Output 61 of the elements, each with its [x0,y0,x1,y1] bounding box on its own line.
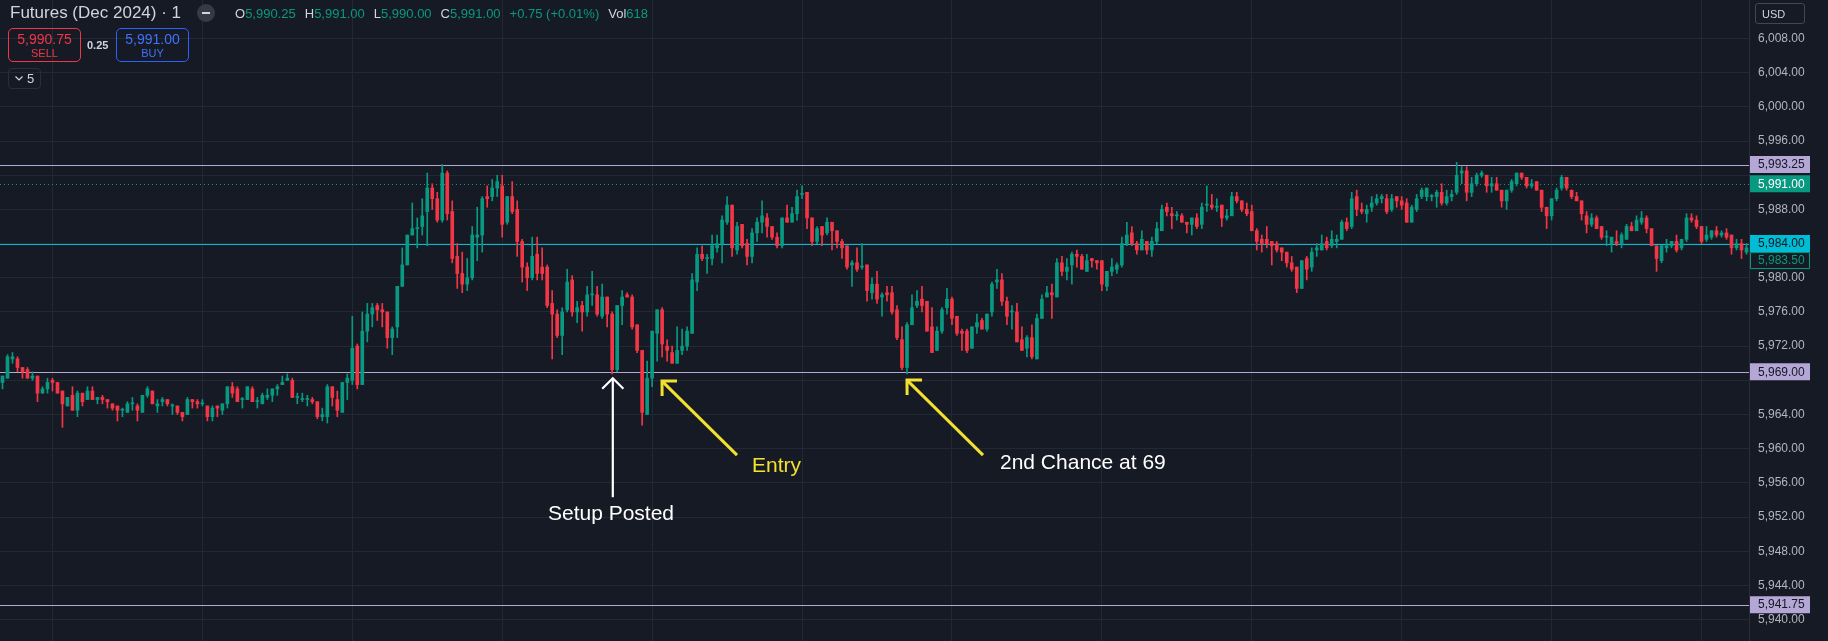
y-tick-label: 5,940.00 [1758,611,1806,626]
candlestick [1050,283,1054,319]
currency-button: USD [1755,3,1805,24]
candlestick [665,339,669,362]
annotation: 5,990.75 [17,30,72,47]
annotation: C5,991.00 [440,5,501,21]
annotation: SELL [31,46,58,60]
y-tick-label: 5,948.00 [1758,543,1806,558]
y-tick-label: 5,956.00 [1758,475,1806,490]
candlestick [1214,198,1219,212]
text: 5,983.50 [1758,253,1806,268]
annotation: 0.25 [87,39,109,51]
ref-line-label: 5,969.00 [1758,364,1806,379]
y-tick-label: 5,944.00 [1758,577,1806,592]
candlestick [850,260,854,287]
candlestick [580,300,584,332]
annotation: H5,991.00 [304,5,365,21]
dropdown-button: 5 [8,68,41,89]
chart-title: Futures (Dec 2024) · 1 [10,3,182,23]
annotation: 2nd Chance at 69 [1000,449,1166,475]
candlestick [785,204,789,223]
candlestick [1175,211,1179,221]
annotation: 5,991.00 [125,30,180,47]
y-tick-label: 5,988.00 [1758,201,1806,216]
annotation: +0.75 (+0.01%) [509,5,600,21]
candlestick [1170,206,1174,229]
ref-line-label: 5,991.00 [1758,176,1806,191]
buy-button: 5,991.00 BUY [116,28,189,62]
annotation: 5 [26,71,35,86]
candlestick [300,392,305,403]
candlestick [575,300,579,323]
y-tick-label: 5,964.00 [1758,406,1806,421]
y-tick-label: 5,996.00 [1758,133,1806,148]
y-tick-label: 5,980.00 [1758,270,1806,285]
sell-button: 5,990.75 SELL [8,28,81,62]
candlestick [410,202,415,236]
annotation: BUY [141,46,164,60]
y-tick-label: 6,000.00 [1758,99,1806,114]
candlestick [485,185,490,208]
candlestick [1209,194,1214,210]
ref-line-label: 5,984.00 [1758,236,1806,251]
candlestick [800,185,804,200]
candlestick [1364,204,1369,223]
candlestick [1065,258,1069,281]
annotation: Entry [752,452,802,478]
y-tick-label: 5,960.00 [1758,441,1806,456]
annotation: Setup Posted [547,500,675,526]
candlestick [915,290,919,309]
annotation: L5,990.00 [373,5,432,21]
candlestick [375,303,380,321]
candlestick [1434,189,1439,208]
y-tick-label: 5,972.00 [1758,338,1806,353]
y-tick-label: 6,004.00 [1758,64,1806,79]
ref-line-label: 5,993.25 [1758,157,1806,172]
candlestick [975,313,979,334]
annotation: O5,990.25 [235,5,296,21]
annotation: Vol618 [608,5,648,21]
y-tick-label: 6,008.00 [1758,30,1806,45]
y-tick-label: 5,952.00 [1758,509,1806,524]
y-tick-label: 5,976.00 [1758,304,1806,319]
ref-line-label: 5,941.75 [1758,597,1806,612]
